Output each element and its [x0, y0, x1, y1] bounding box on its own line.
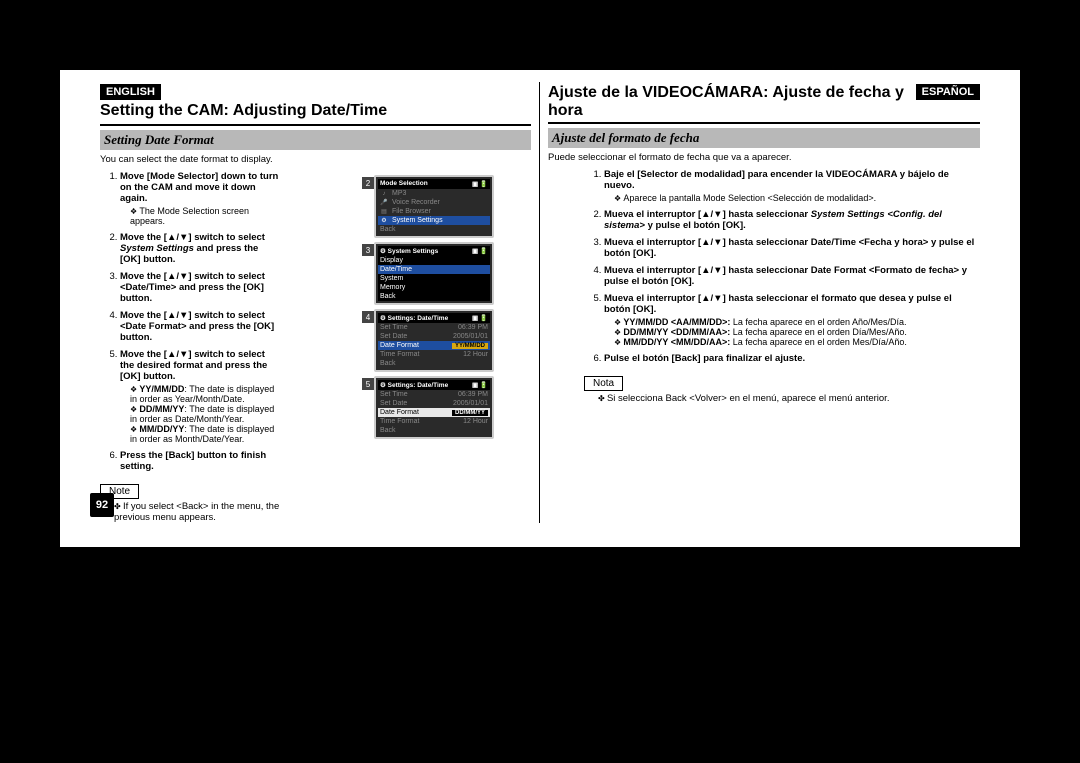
column-spanish: Ajuste de la VIDEOCÁMARA: Ajuste de fech…: [540, 82, 980, 523]
menu-row: Display: [378, 256, 490, 265]
menu-row: Set Time06:39 PM: [378, 323, 490, 332]
step-title: Move [Mode Selector] down to turn on the…: [120, 171, 278, 204]
substep: DD/MM/YY <DD/MM/AA>: La fecha aparece en…: [614, 327, 980, 337]
step-title: Move the [▲/▼] switch to select <Date Fo…: [120, 310, 274, 343]
step-title: Move the [▲/▼] switch to select System S…: [120, 232, 265, 265]
substep: Aparece la pantalla Mode Selection <Sele…: [614, 193, 980, 203]
menu-row: Set Date2005/01/01: [378, 399, 490, 408]
screen-4: 4 ⚙ Settings: Date/Time▣ 🔋 Set Time06:39…: [374, 309, 494, 372]
step-title: Mueva el interruptor [▲/▼] hasta selecci…: [604, 265, 967, 287]
manual-page: ENGLISH Setting the CAM: Adjusting Date/…: [60, 70, 1020, 547]
step-title: Mueva el interruptor [▲/▼] hasta selecci…: [604, 237, 974, 259]
screen-illustrations: 2 Mode Selection▣ 🔋 ♪MP3🎤Voice Recorder▤…: [374, 175, 494, 439]
menu-row: Date FormatDD/MM/YY: [378, 408, 490, 417]
intro-text: You can select the date format to displa…: [100, 154, 280, 165]
page-number: 92: [90, 493, 114, 517]
page-title: Setting the CAM: Adjusting Date/Time: [100, 102, 531, 126]
note-label: Nota: [584, 376, 623, 391]
page-title: Ajuste de la VIDEOCÁMARA: Ajuste de fech…: [548, 84, 916, 124]
menu-row: Set Time06:39 PM: [378, 390, 490, 399]
menu-row: Time Format12 Hour: [378, 350, 490, 359]
menu-row: System: [378, 274, 490, 283]
steps-list: Baje el [Selector de modalidad] para enc…: [548, 169, 980, 364]
steps-list: Move [Mode Selector] down to turn on the…: [100, 171, 280, 472]
menu-row: Memory: [378, 283, 490, 292]
substep: DD/MM/YY: The date is displayed in order…: [130, 404, 280, 424]
step-number-badge: 5: [362, 378, 374, 390]
lang-badge: ESPAÑOL: [916, 84, 980, 100]
menu-row: Back: [378, 426, 490, 435]
screen-2: 2 Mode Selection▣ 🔋 ♪MP3🎤Voice Recorder▤…: [374, 175, 494, 238]
menu-row: ⚙System Settings: [378, 216, 490, 225]
substep: MM/DD/YY <MM/DD/AA>: La fecha aparece en…: [614, 337, 980, 347]
menu-row: 🎤Voice Recorder: [378, 198, 490, 207]
menu-row: ▤File Browser: [378, 207, 490, 216]
step-title: Mueva el interruptor [▲/▼] hasta selecci…: [604, 293, 952, 315]
step-title: Move the [▲/▼] switch to select the desi…: [120, 349, 267, 382]
menu-row: Date/Time: [378, 265, 490, 274]
menu-row: Back: [378, 225, 490, 234]
menu-row: Time Format12 Hour: [378, 417, 490, 426]
step-number-badge: 2: [362, 177, 374, 189]
menu-row: ♪MP3: [378, 189, 490, 198]
menu-row: Back: [378, 292, 490, 301]
step-title: Move the [▲/▼] switch to select <Date/Ti…: [120, 271, 265, 304]
note-text: If you select <Back> in the menu, the pr…: [114, 501, 280, 523]
menu-row: Back: [378, 359, 490, 368]
menu-row: Date FormatYY/MM/DD: [378, 341, 490, 350]
step-title: Pulse el botón [Back] para finalizar el …: [604, 353, 805, 364]
substep: YY/MM/DD <AA/MM/DD>: La fecha aparece en…: [614, 317, 980, 327]
section-heading: Setting Date Format: [100, 130, 531, 150]
substep: The Mode Selection screen appears.: [130, 206, 280, 226]
intro-text: Puede seleccionar el formato de fecha qu…: [548, 152, 980, 163]
substep: MM/DD/YY: The date is displayed in order…: [130, 424, 280, 444]
menu-row: Set Date2005/01/01: [378, 332, 490, 341]
lang-badge: ENGLISH: [100, 84, 161, 100]
step-number-badge: 4: [362, 311, 374, 323]
substep: YY/MM/DD: The date is displayed in order…: [130, 384, 280, 404]
note-text: Si selecciona Back <Volver> en el menú, …: [598, 393, 980, 404]
step-title: Mueva el interruptor [▲/▼] hasta selecci…: [604, 209, 942, 231]
step-title: Press the [Back] button to finish settin…: [120, 450, 266, 472]
step-title: Baje el [Selector de modalidad] para enc…: [604, 169, 949, 191]
step-number-badge: 3: [362, 244, 374, 256]
column-english: ENGLISH Setting the CAM: Adjusting Date/…: [100, 82, 540, 523]
screen-5: 5 ⚙ Settings: Date/Time▣ 🔋 Set Time06:39…: [374, 376, 494, 439]
screen-3: 3 ⚙ System Settings▣ 🔋 DisplayDate/TimeS…: [374, 242, 494, 305]
section-heading: Ajuste del formato de fecha: [548, 128, 980, 148]
